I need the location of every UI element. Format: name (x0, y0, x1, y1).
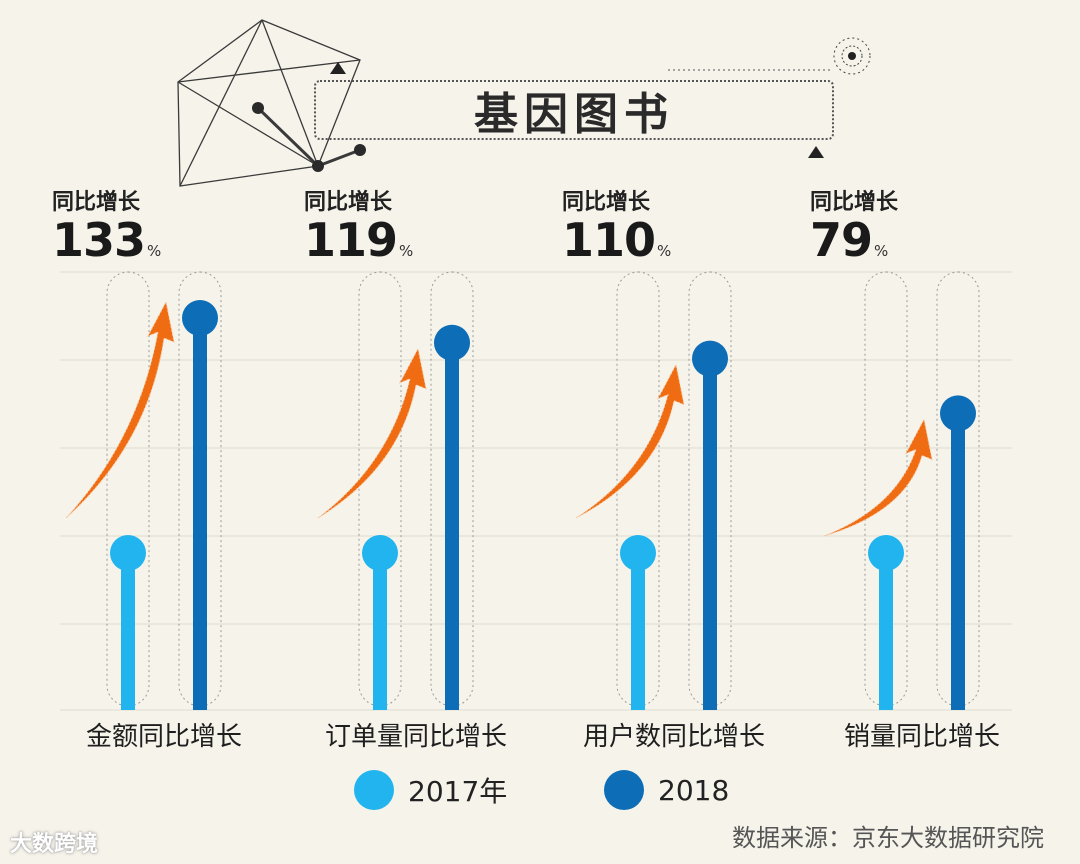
bar-frame (358, 271, 402, 707)
growth-value: 79 (810, 213, 873, 267)
node-dot (252, 102, 264, 114)
legend-item-2017: 2017年 (354, 770, 507, 810)
growth-label: 同比增长 (304, 190, 393, 215)
bar-frame (936, 271, 980, 707)
target-icon (833, 37, 871, 75)
decorative-geometry (177, 19, 361, 187)
growth-value-row: 110% (562, 216, 762, 275)
growth-unit: % (874, 242, 889, 260)
growth-arrow (823, 417, 933, 537)
node-dot (354, 144, 366, 156)
growth-unit: % (399, 242, 414, 260)
growth-label: 同比增长 (562, 190, 651, 215)
bar-frame (430, 271, 474, 707)
growth-arrow (575, 363, 685, 519)
bar-2018-head (692, 340, 728, 377)
legend-item-2018: 2018 (604, 770, 729, 810)
growth-value: 119 (304, 213, 398, 267)
growth-value: 110 (562, 213, 656, 267)
bar-2017-head (362, 535, 398, 571)
growth-annotation: 同比增长 110% (562, 190, 762, 275)
growth-label: 同比增长 (52, 190, 141, 215)
bar-2018-head (434, 324, 470, 361)
growth-value-row: 119% (304, 216, 504, 275)
growth-label: 同比增长 (810, 190, 899, 215)
growth-unit: % (657, 242, 672, 260)
category-label: 用户数同比增长 (582, 722, 766, 752)
bar-2018-head (940, 395, 976, 432)
bar-frame (864, 271, 908, 707)
title-box: 基因图书 (314, 80, 834, 140)
bar-frame (688, 271, 732, 707)
triangle-icon (330, 62, 346, 74)
growth-arrow (65, 300, 175, 519)
legend-swatch (354, 770, 394, 810)
category-label: 订单量同比增长 (324, 722, 508, 752)
growth-value: 133 (52, 213, 146, 267)
category-label: 销量同比增长 (843, 722, 1001, 752)
growth-value-row: 79% (810, 216, 1010, 275)
growth-value-row: 133% (52, 216, 252, 275)
legend-swatch (604, 770, 644, 810)
target-icon-inner (841, 45, 863, 67)
source-note: 数据来源：京东大数据研究院 (732, 824, 1044, 852)
bar-2017-head (620, 535, 656, 571)
bar-2017-head (110, 535, 146, 571)
bar-2017-head (868, 535, 904, 571)
growth-arrow (317, 347, 427, 519)
growth-annotation: 同比增长 79% (810, 190, 1010, 275)
bar-frame (106, 271, 150, 707)
node-dot (312, 160, 324, 172)
growth-annotation: 同比增长 133% (52, 190, 252, 275)
page-title: 基因图书 (474, 89, 674, 140)
legend-label: 2017年 (408, 775, 508, 808)
triangle-icon (808, 146, 824, 158)
target-icon-center (848, 52, 856, 60)
growth-annotation: 同比增长 119% (304, 190, 504, 275)
category-label: 金额同比增长 (85, 722, 243, 752)
chart-marks (65, 271, 980, 710)
growth-unit: % (147, 242, 162, 260)
bar-2018-head (182, 300, 218, 336)
watermark: 大数跨境 (10, 832, 99, 857)
legend-label: 2018 (658, 773, 730, 807)
bar-frame (178, 271, 222, 707)
grid-lines (60, 271, 1012, 711)
